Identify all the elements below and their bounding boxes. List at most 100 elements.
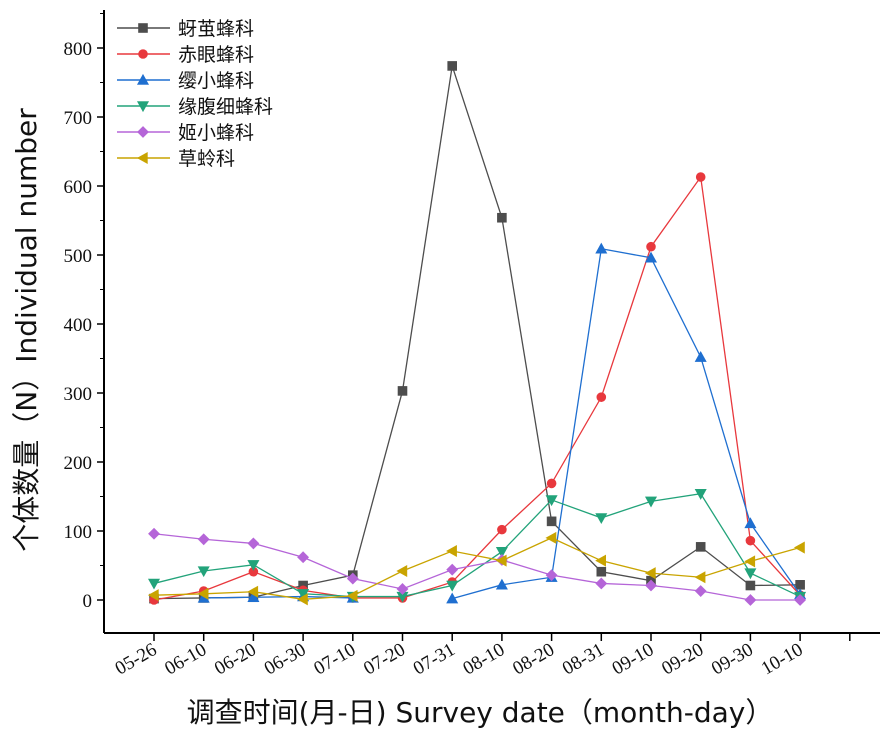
x-tick-label: 09-20: [658, 639, 707, 679]
legend-label: 蚜茧蜂科: [178, 18, 254, 40]
data-point: [247, 537, 260, 550]
x-tick-label: 05-26: [112, 639, 161, 679]
data-point: [147, 578, 161, 590]
x-axis-title: 调查时间(月-日) Survey date（month-day）: [187, 696, 774, 729]
data-point: [744, 555, 756, 568]
y-axis-ticks: 0 100 200 300 400 500 600 700 800: [64, 13, 104, 612]
data-point: [744, 568, 757, 580]
data-point: [346, 572, 359, 585]
data-point: [247, 591, 260, 602]
data-point: [695, 172, 706, 182]
y-tick-label: 600: [64, 177, 93, 198]
data-point: [744, 594, 757, 606]
data-point: [644, 496, 658, 508]
legend-marker: [138, 49, 148, 59]
data-point: [795, 580, 805, 590]
x-tick-label: 06-30: [261, 639, 310, 679]
y-tick-label: 700: [64, 108, 93, 129]
data-point: [495, 578, 508, 590]
data-point: [247, 585, 259, 598]
legend-marker: [136, 151, 148, 165]
legend-item: 草蛉科: [117, 148, 235, 170]
data-point: [297, 551, 310, 564]
data-point: [794, 594, 807, 606]
legend-label: 姬小蜂科: [178, 122, 254, 144]
data-point: [545, 569, 558, 582]
data-point: [497, 212, 507, 223]
legend-label: 赤眼蜂科: [178, 44, 254, 66]
legend-item: 姬小蜂科: [117, 122, 254, 144]
data-point: [396, 583, 409, 595]
data-point: [546, 478, 557, 489]
legend-marker: [137, 126, 149, 138]
legend-marker: [136, 73, 150, 85]
x-tick-label: 10-10: [758, 639, 807, 679]
data-point: [446, 545, 457, 558]
x-axis-ticks: 05-26 06-10 06-20 06-30 07-10 07-20 07-31 08-10…: [112, 633, 851, 679]
y-tick-label: 0: [83, 591, 93, 612]
series-line: [452, 248, 801, 600]
data-point: [694, 585, 707, 597]
data-point: [694, 571, 706, 584]
legend-marker: [138, 23, 148, 33]
y-tick-label: 400: [64, 315, 93, 336]
series-line: [153, 175, 801, 601]
data-point: [595, 554, 607, 567]
legend-item: 蚜茧蜂科: [117, 18, 254, 40]
legend-label: 缨小蜂科: [178, 70, 254, 92]
x-tick-label: 08-31: [559, 639, 608, 679]
data-point: [546, 516, 557, 527]
legend-item: 缘腹细蜂科: [117, 96, 273, 118]
data-point: [694, 351, 707, 362]
data-point: [595, 242, 608, 254]
data-point: [545, 495, 558, 507]
x-tick-label: 08-20: [509, 639, 558, 679]
data-point: [745, 580, 756, 591]
x-tick-label: 08-10: [460, 639, 509, 679]
data-point: [595, 577, 608, 590]
data-point: [495, 546, 508, 558]
x-tick-label: 09-30: [708, 639, 757, 679]
y-tick-label: 500: [64, 246, 93, 267]
legend-label: 草蛉科: [178, 148, 235, 170]
data-point: [148, 527, 160, 540]
data-point: [646, 241, 656, 252]
data-point: [596, 392, 607, 402]
data-point: [397, 386, 408, 396]
series-5: [148, 527, 807, 606]
x-tick-label: 06-10: [161, 639, 210, 679]
legend-marker: [136, 101, 150, 113]
data-point: [644, 567, 656, 580]
data-point: [745, 535, 756, 546]
y-tick-label: 100: [64, 522, 93, 543]
y-tick-label: 200: [64, 453, 93, 474]
data-point: [197, 533, 210, 546]
x-tick-label: 09-10: [609, 639, 658, 679]
data-point: [497, 524, 507, 535]
data-point: [793, 541, 805, 554]
series-line: [153, 537, 801, 600]
data-point: [446, 580, 459, 592]
data-point: [346, 589, 358, 602]
legend-item: 缨小蜂科: [117, 70, 254, 92]
data-point: [296, 593, 308, 606]
data-point: [396, 565, 408, 578]
legend-item: 赤眼蜂科: [117, 44, 254, 66]
data-point: [197, 566, 210, 578]
series-2: [149, 172, 805, 605]
x-tick-label: 07-31: [410, 639, 459, 679]
y-tick-label: 300: [64, 384, 93, 405]
series-line: [153, 65, 801, 600]
data-point: [695, 542, 706, 552]
series-6: [147, 531, 805, 606]
series-4: [147, 489, 807, 603]
data-point: [197, 587, 209, 600]
data-point: [645, 579, 657, 592]
data-point: [446, 592, 459, 604]
y-tick-label: 800: [64, 39, 93, 60]
x-tick-label: 07-20: [360, 639, 409, 679]
data-point: [446, 563, 459, 576]
series-line: [153, 533, 801, 601]
data-point: [247, 560, 260, 571]
x-tick-label: 07-10: [310, 639, 359, 679]
